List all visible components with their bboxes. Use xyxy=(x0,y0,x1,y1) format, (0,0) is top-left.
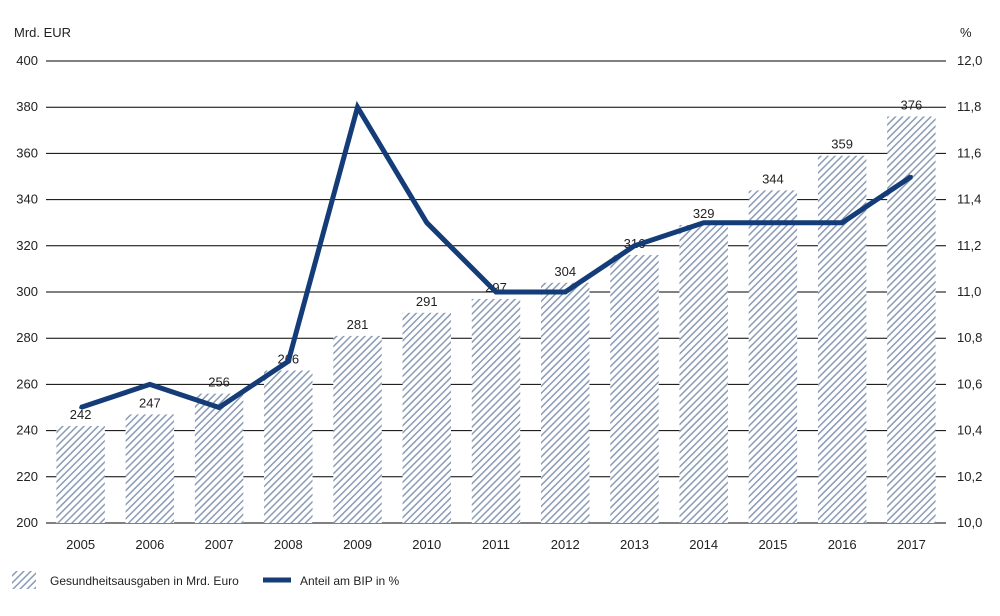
right-tick-label: 10,0 xyxy=(957,515,982,530)
bar xyxy=(610,255,659,524)
line-point xyxy=(286,359,290,363)
bar-value-label: 344 xyxy=(762,171,784,186)
line-point xyxy=(425,221,429,225)
bar xyxy=(125,414,175,523)
right-axis-ticks: 10,0 10,2 10,4 10,6 10,8 11,0 11,2 11,4 11,6 11,8… xyxy=(957,53,982,530)
right-tick-label: 12,0 xyxy=(957,53,982,68)
bar xyxy=(887,116,936,523)
line-point xyxy=(909,175,913,178)
bar-value-label: 256 xyxy=(208,375,230,390)
bar-value-label: 329 xyxy=(693,206,715,221)
x-tick-label: 2014 xyxy=(689,537,718,552)
left-tick-label: 220 xyxy=(16,469,38,484)
bar xyxy=(194,393,244,523)
legend-label-bars: Gesundheitsausgaben in Mrd. Euro xyxy=(50,574,239,588)
x-axis-ticks: 2005 2006 2007 2008 2009 2010 2011 2012 2013 2014… xyxy=(66,537,926,552)
left-tick-label: 200 xyxy=(16,515,38,530)
line-point xyxy=(79,406,83,409)
bar-value-label: 247 xyxy=(139,395,161,410)
x-tick-label: 2007 xyxy=(205,537,234,552)
bar xyxy=(541,282,590,523)
bar xyxy=(333,335,382,523)
line-point xyxy=(632,244,636,248)
x-tick-label: 2010 xyxy=(412,537,441,552)
left-axis-unit: Mrd. EUR xyxy=(14,25,71,40)
bar-value-label: 242 xyxy=(70,407,92,422)
bar xyxy=(471,298,521,523)
right-axis-unit: % xyxy=(960,25,972,40)
x-tick-label: 2008 xyxy=(274,537,303,552)
left-tick-label: 380 xyxy=(16,99,38,114)
right-tick-label: 10,4 xyxy=(957,423,982,438)
line-point xyxy=(148,382,152,386)
legend: Gesundheitsausgaben in Mrd. Euro Anteil … xyxy=(12,571,399,589)
line-point xyxy=(840,221,844,225)
line-series xyxy=(79,100,913,411)
right-tick-label: 11,4 xyxy=(957,192,981,207)
right-tick-label: 11,2 xyxy=(957,238,981,253)
bar-value-label: 359 xyxy=(831,137,853,152)
x-tick-label: 2017 xyxy=(897,537,926,552)
left-axis-ticks: 200 220 240 260 280 300 320 340 360 380 400 xyxy=(16,53,38,530)
line-point xyxy=(563,290,567,294)
line-point xyxy=(494,290,498,294)
line-point xyxy=(356,105,360,109)
left-tick-label: 320 xyxy=(16,238,38,253)
bar xyxy=(56,425,105,523)
bar xyxy=(679,225,728,523)
bar-value-label: 281 xyxy=(347,317,369,332)
bar xyxy=(748,190,798,524)
x-tick-label: 2015 xyxy=(758,537,787,552)
left-tick-label: 340 xyxy=(16,192,38,207)
bar xyxy=(264,370,313,523)
bar-value-label: 376 xyxy=(901,97,923,112)
right-tick-label: 10,6 xyxy=(957,376,982,391)
legend-swatch-bars xyxy=(12,571,36,589)
x-tick-label: 2013 xyxy=(620,537,649,552)
right-tick-label: 11,6 xyxy=(957,145,981,160)
x-tick-label: 2005 xyxy=(66,537,95,552)
x-tick-label: 2011 xyxy=(482,537,510,552)
left-tick-label: 280 xyxy=(16,330,38,345)
left-tick-label: 360 xyxy=(16,145,38,160)
right-tick-label: 10,2 xyxy=(957,469,982,484)
right-tick-label: 11,0 xyxy=(957,284,981,299)
x-tick-label: 2006 xyxy=(135,537,164,552)
line-point xyxy=(771,221,775,225)
left-tick-label: 240 xyxy=(16,423,38,438)
x-tick-label: 2012 xyxy=(551,537,580,552)
right-tick-label: 10,8 xyxy=(957,330,982,345)
line-point xyxy=(702,221,706,225)
line-point xyxy=(217,406,221,409)
bar xyxy=(817,155,867,523)
x-tick-label: 2016 xyxy=(828,537,857,552)
bar-series xyxy=(56,116,936,524)
left-tick-label: 260 xyxy=(16,376,38,391)
right-tick-label: 11,8 xyxy=(957,99,981,114)
x-tick-label: 2009 xyxy=(343,537,372,552)
bar-value-label: 304 xyxy=(554,264,576,279)
legend-label-line: Anteil am BIP in % xyxy=(300,574,399,588)
bar xyxy=(402,312,451,523)
left-tick-label: 400 xyxy=(16,53,38,68)
left-tick-label: 300 xyxy=(16,284,38,299)
bar-value-label: 291 xyxy=(416,294,438,309)
